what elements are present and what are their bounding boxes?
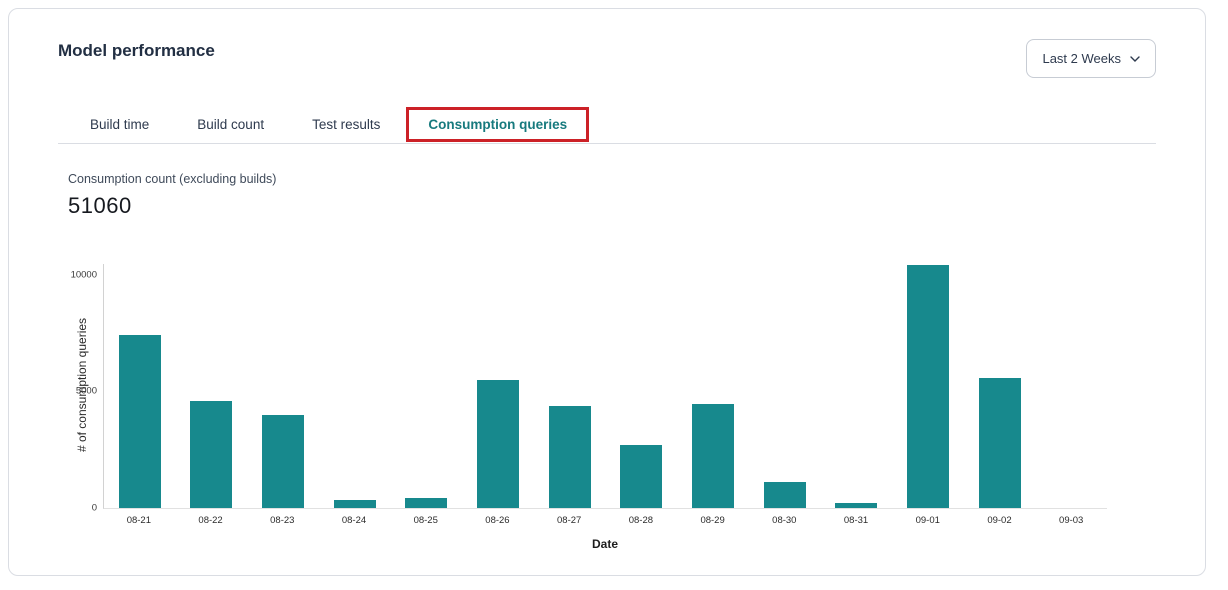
y-tick-label: 10000 <box>70 269 97 281</box>
time-range-dropdown[interactable]: Last 2 Weeks <box>1026 39 1156 78</box>
x-tick-label: 08-29 <box>700 515 725 526</box>
y-tick-label: 5000 <box>75 385 97 397</box>
bar-slot <box>176 264 248 508</box>
metric-label: Consumption count (excluding builds) <box>68 172 277 186</box>
chart-plot-area: # of consumption queries 0 5000 10000 <box>71 264 1107 514</box>
bar-08-27[interactable] <box>548 406 591 508</box>
x-tick-label: 08-24 <box>341 515 367 526</box>
y-tick-label: 0 <box>91 502 97 514</box>
bar-slot <box>247 264 319 508</box>
bar-slot <box>677 264 749 508</box>
bar-slot <box>605 264 677 508</box>
page-title: Model performance <box>58 41 215 60</box>
x-tick-label: 08-25 <box>413 515 438 526</box>
metric-summary: Consumption count (excluding builds) 510… <box>68 172 276 219</box>
bar-08-30[interactable] <box>763 482 806 508</box>
bars-row <box>104 264 1107 508</box>
bar-08-25[interactable] <box>405 497 448 508</box>
x-tick-label: 08-21 <box>126 515 152 526</box>
x-tick-label: 09-02 <box>987 515 1012 526</box>
bar-08-26[interactable] <box>477 379 520 508</box>
tab-label: Build time <box>90 117 150 132</box>
x-tick-label: 08-27 <box>557 515 582 526</box>
metric-value: 51060 <box>68 193 132 218</box>
bar-slot <box>892 264 964 508</box>
consumption-bar-chart: # of consumption queries 0 5000 10000 08-2… <box>71 264 1107 564</box>
x-tick-label: 08-23 <box>270 515 295 526</box>
tab-label: Test results <box>312 117 381 132</box>
model-performance-card: Model performance Last 2 Weeks Build tim… <box>8 8 1206 576</box>
x-tick-label: 08-28 <box>628 515 654 526</box>
tab-build-count[interactable]: Build count <box>185 106 276 143</box>
bar-slot <box>749 264 821 508</box>
x-tick-label: 08-31 <box>843 515 869 526</box>
bar-slot <box>820 264 892 508</box>
bar-08-31[interactable] <box>835 503 878 508</box>
bar-09-02[interactable] <box>978 378 1021 508</box>
x-tick-label: 09-03 <box>1059 515 1084 526</box>
bar-slot <box>964 264 1036 508</box>
tab-bar: Build time Build count Test results Cons… <box>58 106 1156 144</box>
x-tick-label: 09-01 <box>915 515 940 526</box>
x-axis-tick-labels: 08-21 08-22 08-23 08-24 08-25 08-26 08-27 08-28… <box>103 515 1107 526</box>
bar-08-23[interactable] <box>262 414 305 508</box>
tab-build-time[interactable]: Build time <box>78 106 161 143</box>
bar-08-29[interactable] <box>691 404 734 508</box>
time-range-value: Last 2 Weeks <box>1042 51 1121 66</box>
bar-08-21[interactable] <box>118 335 161 508</box>
bar-slot <box>391 264 463 508</box>
bar-08-28[interactable] <box>620 444 663 508</box>
bar-slot <box>462 264 534 508</box>
x-tick-label: 08-22 <box>198 515 223 526</box>
tab-label: Build count <box>197 117 265 132</box>
chevron-down-icon <box>1130 55 1140 62</box>
x-tick-label: 08-30 <box>772 515 797 526</box>
bar-08-24[interactable] <box>333 499 376 508</box>
bar-slot <box>319 264 391 508</box>
x-axis-title: Date <box>591 537 618 551</box>
bar-slot <box>534 264 606 508</box>
tab-test-results[interactable]: Test results <box>300 106 392 143</box>
bar-08-22[interactable] <box>190 400 233 508</box>
bar-09-01[interactable] <box>906 265 949 508</box>
tab-label: Consumption queries <box>428 117 568 132</box>
tab-consumption-queries[interactable]: Consumption queries <box>406 106 590 143</box>
bar-slot <box>1035 264 1107 508</box>
bar-slot <box>104 264 176 508</box>
x-tick-label: 08-26 <box>485 515 510 526</box>
